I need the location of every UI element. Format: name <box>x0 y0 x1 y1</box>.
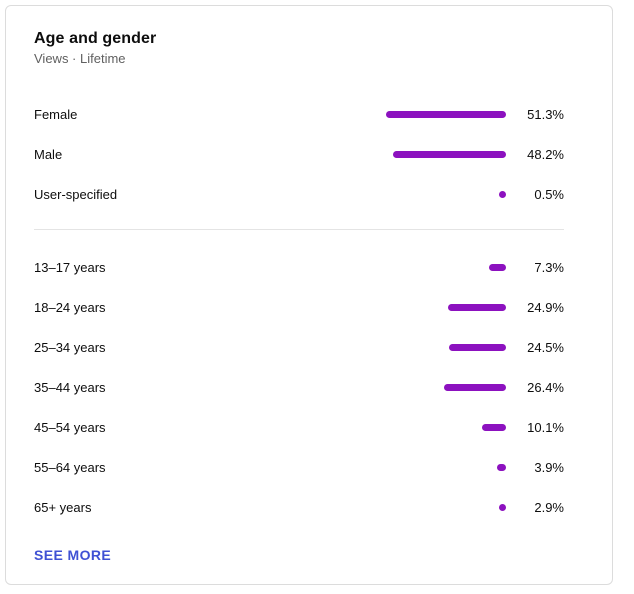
chart-row: 65+ years 2.9% <box>34 487 564 527</box>
row-label: 45–54 years <box>34 419 106 435</box>
age-rows: 13–17 years 7.3% 18–24 years 24.9% 25–34 yea… <box>34 247 564 527</box>
row-label: User-specified <box>34 186 118 202</box>
row-label: 65+ years <box>34 499 92 515</box>
row-bar <box>488 263 506 271</box>
card-subtitle: Views · Lifetime <box>34 51 126 66</box>
gender-rows: Female 51.3% Male 48.2% User-specified 0.5% <box>34 94 564 214</box>
row-value: 24.9% <box>527 299 564 315</box>
section-divider <box>34 229 564 230</box>
chart-row: User-specified 0.5% <box>34 174 564 214</box>
row-label: Male <box>34 146 63 162</box>
row-bar <box>386 110 506 118</box>
row-bar <box>393 150 506 158</box>
row-value: 2.9% <box>534 499 564 515</box>
chart-row: 18–24 years 24.9% <box>34 287 564 327</box>
row-bar <box>448 343 506 351</box>
row-bar <box>499 503 506 511</box>
chart-row: Female 51.3% <box>34 94 564 134</box>
chart-row: 25–34 years 24.5% <box>34 327 564 367</box>
row-bar <box>499 190 506 198</box>
row-value: 24.5% <box>527 339 564 355</box>
chart-row: 45–54 years 10.1% <box>34 407 564 447</box>
card-title: Age and gender <box>34 30 157 47</box>
row-value: 3.9% <box>534 459 564 475</box>
row-bar <box>496 463 506 471</box>
row-label: 35–44 years <box>34 379 106 395</box>
see-more-link[interactable]: SEE MORE <box>34 547 112 563</box>
row-value: 26.4% <box>527 379 564 395</box>
age-gender-card: Age and gender Views · Lifetime Female 51… <box>5 5 613 585</box>
chart-row: 55–64 years 3.9% <box>34 447 564 487</box>
row-value: 0.5% <box>534 186 564 202</box>
chart-row: Male 48.2% <box>34 134 564 174</box>
row-bar <box>447 303 506 311</box>
row-value: 51.3% <box>527 106 564 122</box>
row-label: 25–34 years <box>34 339 106 355</box>
row-label: 18–24 years <box>34 299 106 315</box>
chart-row: 35–44 years 26.4% <box>34 367 564 407</box>
chart-row: 13–17 years 7.3% <box>34 247 564 287</box>
row-bar <box>444 383 506 391</box>
row-value: 7.3% <box>534 259 564 275</box>
row-value: 48.2% <box>527 146 564 162</box>
row-value: 10.1% <box>527 419 564 435</box>
row-label: 55–64 years <box>34 459 106 475</box>
row-label: 13–17 years <box>34 259 106 275</box>
row-bar <box>482 423 506 431</box>
row-label: Female <box>34 106 78 122</box>
